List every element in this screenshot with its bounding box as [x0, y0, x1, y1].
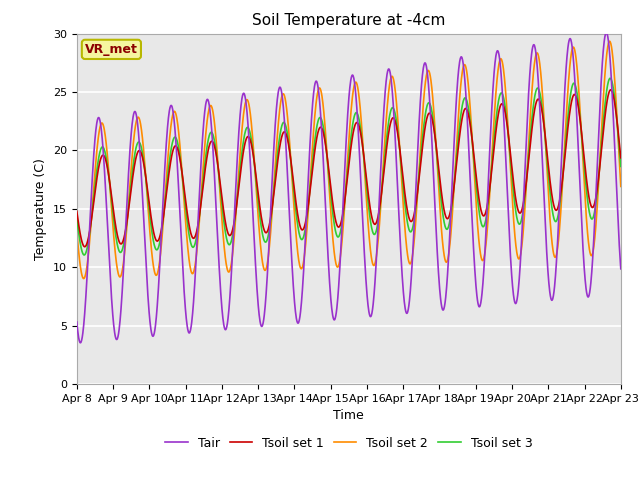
Tsoil set 2 — [73, 228, 81, 234]
Line: Tsoil set 3: Tsoil set 3 — [77, 78, 621, 255]
Tsoil set 1 — [607, 87, 614, 93]
Tsoil set 3 — [276, 128, 284, 134]
Tsoil set 2 — [80, 276, 88, 281]
Tair — [104, 237, 112, 243]
Text: VR_met: VR_met — [85, 43, 138, 56]
Legend: Tair, Tsoil set 1, Tsoil set 2, Tsoil set 3: Tair, Tsoil set 1, Tsoil set 2, Tsoil se… — [160, 432, 538, 455]
Tair — [77, 340, 84, 346]
Tair — [617, 266, 625, 272]
Tsoil set 2 — [104, 163, 112, 168]
Tair — [602, 30, 610, 36]
Tsoil set 3 — [80, 252, 88, 258]
Tsoil set 2 — [295, 259, 303, 265]
Tsoil set 1 — [445, 215, 452, 221]
Tsoil set 1 — [617, 155, 625, 161]
Tsoil set 2 — [276, 100, 284, 106]
Tair — [445, 257, 452, 263]
Tair — [189, 303, 197, 309]
Tsoil set 1 — [104, 169, 112, 175]
X-axis label: Time: Time — [333, 409, 364, 422]
Line: Tsoil set 2: Tsoil set 2 — [77, 41, 621, 278]
Line: Tair: Tair — [77, 33, 621, 343]
Tsoil set 3 — [189, 244, 197, 250]
Title: Soil Temperature at -4cm: Soil Temperature at -4cm — [252, 13, 445, 28]
Tsoil set 3 — [298, 237, 306, 242]
Y-axis label: Temperature (C): Temperature (C) — [35, 158, 47, 260]
Line: Tsoil set 1: Tsoil set 1 — [77, 90, 621, 247]
Tsoil set 1 — [81, 244, 88, 250]
Tsoil set 1 — [189, 235, 197, 241]
Tsoil set 3 — [104, 169, 112, 175]
Tsoil set 2 — [298, 265, 306, 271]
Tsoil set 2 — [617, 183, 625, 189]
Tair — [298, 296, 306, 301]
Tsoil set 1 — [276, 139, 284, 144]
Tsoil set 3 — [445, 224, 452, 230]
Tsoil set 2 — [606, 38, 614, 44]
Tsoil set 3 — [617, 164, 625, 169]
Tsoil set 1 — [295, 219, 303, 225]
Tsoil set 2 — [445, 253, 452, 259]
Tair — [73, 319, 81, 325]
Tsoil set 1 — [73, 208, 81, 214]
Tsoil set 3 — [73, 215, 81, 220]
Tsoil set 2 — [189, 270, 197, 276]
Tsoil set 1 — [298, 227, 306, 233]
Tsoil set 3 — [606, 75, 614, 81]
Tair — [295, 318, 303, 324]
Tsoil set 3 — [295, 230, 303, 236]
Tair — [276, 85, 284, 91]
